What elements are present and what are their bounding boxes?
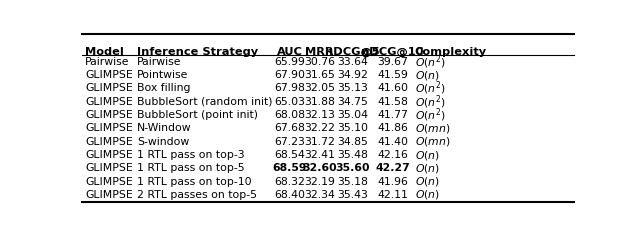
Text: 67.68: 67.68: [274, 123, 305, 133]
Text: GLIMPSE: GLIMPSE: [85, 163, 132, 173]
Text: BubbleSort (point init): BubbleSort (point init): [137, 110, 258, 120]
Text: 35.48: 35.48: [337, 150, 368, 160]
Text: BubbleSort (random init): BubbleSort (random init): [137, 97, 273, 107]
Text: GLIMPSE: GLIMPSE: [85, 110, 132, 120]
Text: 35.13: 35.13: [337, 84, 368, 94]
Text: 41.96: 41.96: [377, 177, 408, 187]
Text: Pairwise: Pairwise: [85, 57, 129, 67]
Text: $O(n)$: $O(n)$: [415, 175, 440, 188]
Text: $O(n)$: $O(n)$: [415, 188, 440, 201]
Text: Inference Strategy: Inference Strategy: [137, 47, 258, 57]
Text: 31.65: 31.65: [304, 70, 335, 80]
Text: 42.11: 42.11: [377, 190, 408, 200]
Text: 35.60: 35.60: [335, 163, 370, 173]
Text: 35.18: 35.18: [337, 177, 368, 187]
Text: 34.75: 34.75: [337, 97, 368, 107]
Text: 67.98: 67.98: [274, 84, 305, 94]
Text: 68.32: 68.32: [274, 177, 305, 187]
Text: Pointwise: Pointwise: [137, 70, 188, 80]
Text: 67.90: 67.90: [274, 70, 305, 80]
Text: GLIMPSE: GLIMPSE: [85, 84, 132, 94]
Text: S-window: S-window: [137, 137, 189, 147]
Text: 35.43: 35.43: [337, 190, 368, 200]
Text: 35.04: 35.04: [337, 110, 368, 120]
Text: 65.99: 65.99: [274, 57, 305, 67]
Text: Complexity: Complexity: [415, 47, 487, 57]
Text: $O(n^2)$: $O(n^2)$: [415, 53, 445, 71]
Text: 1 RTL pass on top-5: 1 RTL pass on top-5: [137, 163, 244, 173]
Text: GLIMPSE: GLIMPSE: [85, 123, 132, 133]
Text: 32.22: 32.22: [304, 123, 335, 133]
Text: Box filling: Box filling: [137, 84, 191, 94]
Text: 41.40: 41.40: [377, 137, 408, 147]
Text: GLIMPSE: GLIMPSE: [85, 97, 132, 107]
Text: MRR: MRR: [305, 47, 333, 57]
Text: 30.76: 30.76: [304, 57, 335, 67]
Text: $O(n)$: $O(n)$: [415, 162, 440, 175]
Text: 32.41: 32.41: [304, 150, 335, 160]
Text: 41.58: 41.58: [377, 97, 408, 107]
Text: 41.86: 41.86: [377, 123, 408, 133]
Text: 41.77: 41.77: [377, 110, 408, 120]
Text: $O(n)$: $O(n)$: [415, 149, 440, 162]
Text: 41.59: 41.59: [377, 70, 408, 80]
Text: $O(mn)$: $O(mn)$: [415, 122, 451, 135]
Text: 32.34: 32.34: [304, 190, 335, 200]
Text: 42.16: 42.16: [377, 150, 408, 160]
Text: 68.59: 68.59: [273, 163, 307, 173]
Text: 31.88: 31.88: [304, 97, 335, 107]
Text: 68.54: 68.54: [274, 150, 305, 160]
Text: GLIMPSE: GLIMPSE: [85, 177, 132, 187]
Text: $O(n^2)$: $O(n^2)$: [415, 93, 445, 111]
Text: 65.03: 65.03: [274, 97, 305, 107]
Text: nDCG@10: nDCG@10: [361, 47, 424, 57]
Text: 68.08: 68.08: [274, 110, 305, 120]
Text: 32.60: 32.60: [302, 163, 337, 173]
Text: $O(n)$: $O(n)$: [415, 69, 440, 82]
Text: 32.19: 32.19: [304, 177, 335, 187]
Text: GLIMPSE: GLIMPSE: [85, 190, 132, 200]
Text: N-Window: N-Window: [137, 123, 191, 133]
Text: GLIMPSE: GLIMPSE: [85, 70, 132, 80]
Text: $O(n^2)$: $O(n^2)$: [415, 80, 445, 97]
Text: 32.13: 32.13: [304, 110, 335, 120]
Text: 34.92: 34.92: [337, 70, 368, 80]
Text: $O(mn)$: $O(mn)$: [415, 135, 451, 148]
Text: $O(n^2)$: $O(n^2)$: [415, 106, 445, 124]
Text: 1 RTL pass on top-10: 1 RTL pass on top-10: [137, 177, 252, 187]
Text: Model: Model: [85, 47, 124, 57]
Text: 1 RTL pass on top-3: 1 RTL pass on top-3: [137, 150, 244, 160]
Text: Pairwise: Pairwise: [137, 57, 182, 67]
Text: 2 RTL passes on top-5: 2 RTL passes on top-5: [137, 190, 257, 200]
Text: 39.67: 39.67: [377, 57, 408, 67]
Text: 41.60: 41.60: [377, 84, 408, 94]
Text: 31.72: 31.72: [304, 137, 335, 147]
Text: AUC: AUC: [276, 47, 303, 57]
Text: 33.64: 33.64: [337, 57, 368, 67]
Text: nDCG@5: nDCG@5: [326, 47, 380, 57]
Text: GLIMPSE: GLIMPSE: [85, 137, 132, 147]
Text: 68.40: 68.40: [274, 190, 305, 200]
Text: GLIMPSE: GLIMPSE: [85, 150, 132, 160]
Text: 42.27: 42.27: [375, 163, 410, 173]
Text: 67.23: 67.23: [274, 137, 305, 147]
Text: 35.10: 35.10: [337, 123, 368, 133]
Text: 32.05: 32.05: [304, 84, 335, 94]
Text: 34.85: 34.85: [337, 137, 368, 147]
